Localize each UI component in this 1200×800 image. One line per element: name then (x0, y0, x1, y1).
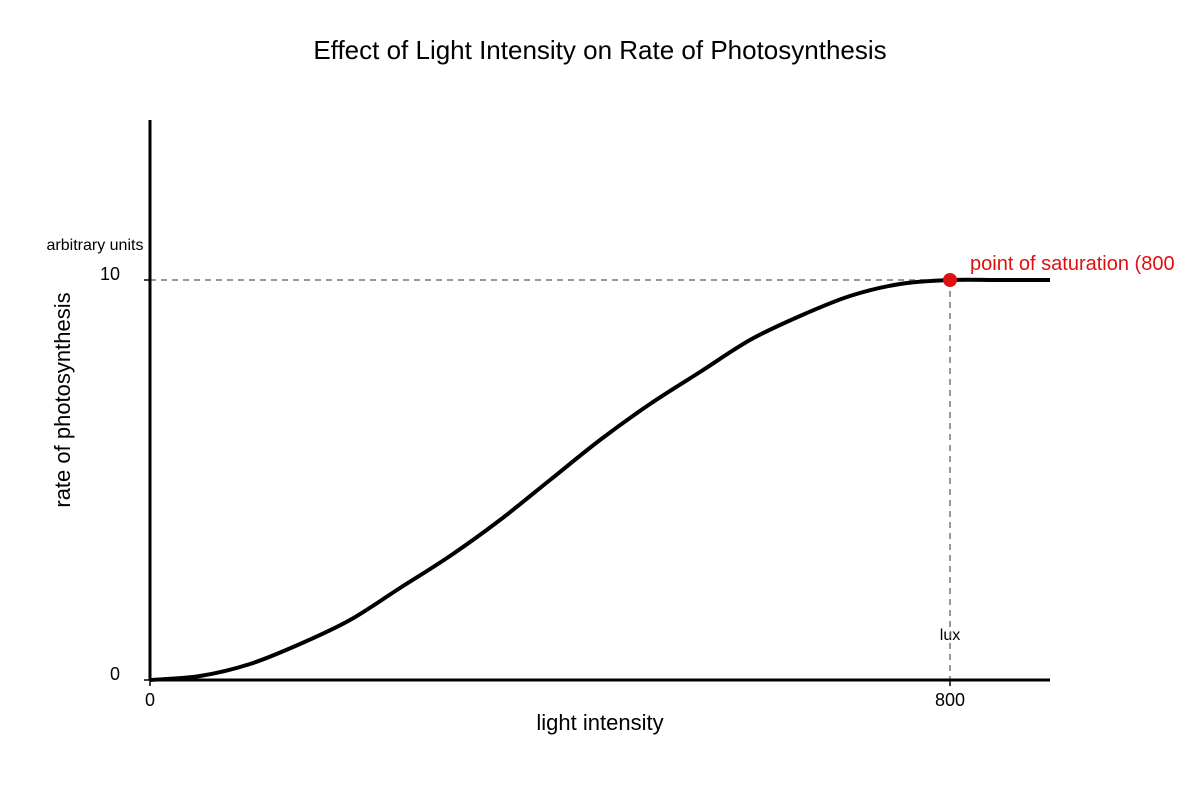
saturation-point-marker (943, 273, 957, 287)
y-tick-label: 0 (110, 664, 120, 684)
y-tick-label: 10 (100, 264, 120, 284)
x-axis-label: light intensity (536, 710, 663, 735)
x-tick-label: 0 (145, 690, 155, 710)
y-unit-label: arbitrary units (47, 237, 144, 254)
y-axis-label: rate of photosynthesis (50, 292, 75, 507)
saturation-point-label: point of saturation (800 (970, 253, 1175, 275)
x-tick-label: 800 (935, 690, 965, 710)
series-line (149, 277, 1050, 682)
chart-title: Effect of Light Intensity on Rate of Pho… (313, 35, 886, 65)
